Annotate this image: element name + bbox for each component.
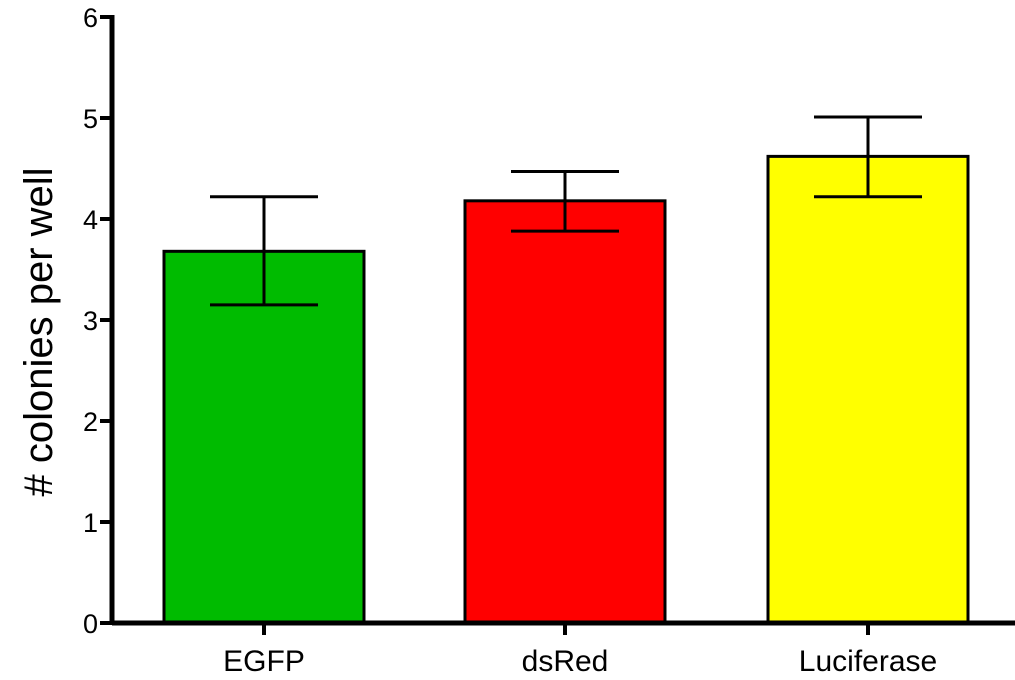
x-tick-label-luciferase: Luciferase bbox=[799, 645, 937, 678]
y-tick-label-1: 1 bbox=[83, 508, 98, 538]
y-axis-title: # colonies per well bbox=[17, 167, 61, 496]
labels-group: EGFP dsRed Luciferase 0 1 2 3 4 5 6 bbox=[83, 3, 937, 678]
y-tick-label-0: 0 bbox=[83, 609, 98, 639]
y-tick-label-4: 4 bbox=[83, 205, 98, 235]
bar-luciferase bbox=[766, 154, 970, 625]
y-tick-label-5: 5 bbox=[83, 104, 98, 134]
y-tick-label-2: 2 bbox=[83, 407, 98, 437]
x-tick-label-dsred: dsRed bbox=[522, 645, 609, 678]
bar-dsred bbox=[463, 199, 667, 625]
x-tick-label-egfp: EGFP bbox=[223, 645, 305, 678]
error-bars-group bbox=[210, 115, 922, 307]
y-tick-label-3: 3 bbox=[83, 306, 98, 336]
bar-egfp bbox=[162, 249, 366, 625]
axes-group bbox=[100, 15, 1015, 635]
y-tick-label-6: 6 bbox=[83, 3, 98, 33]
